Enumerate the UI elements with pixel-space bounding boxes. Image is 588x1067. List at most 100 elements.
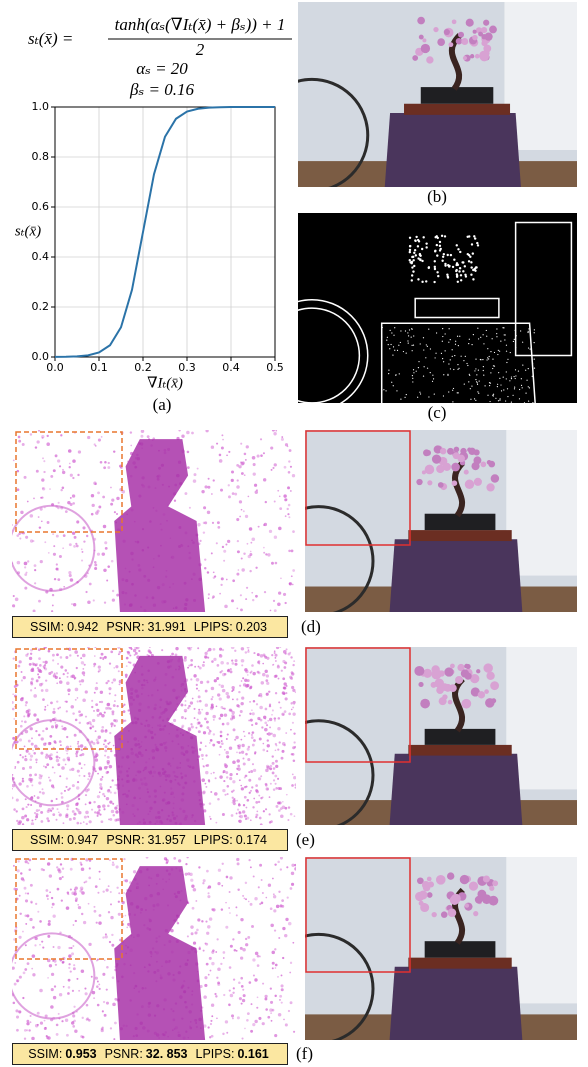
point bbox=[75, 899, 78, 902]
edge-dot bbox=[437, 275, 439, 277]
point bbox=[52, 711, 55, 714]
point bbox=[227, 733, 229, 735]
point bbox=[114, 1022, 117, 1025]
edge-dot bbox=[528, 401, 529, 402]
point bbox=[250, 866, 252, 868]
metric-label: PSNR: bbox=[105, 1047, 143, 1061]
point bbox=[211, 962, 214, 965]
point bbox=[222, 649, 224, 651]
point bbox=[104, 602, 106, 604]
image bbox=[9, 645, 297, 826]
point bbox=[265, 808, 267, 810]
point bbox=[14, 983, 17, 986]
edge-dot bbox=[450, 254, 452, 256]
metric-label: SSIM: bbox=[28, 1047, 62, 1061]
point bbox=[106, 1002, 109, 1005]
point bbox=[221, 577, 224, 580]
point bbox=[24, 815, 27, 818]
point bbox=[81, 913, 83, 915]
point bbox=[239, 779, 241, 781]
point bbox=[260, 695, 262, 697]
point bbox=[178, 429, 180, 431]
point bbox=[293, 741, 295, 743]
point bbox=[70, 675, 73, 678]
point bbox=[116, 513, 118, 515]
y-axis-label: sₜ(x̄) bbox=[15, 223, 41, 239]
y-tick-label: 0.2 bbox=[32, 300, 50, 313]
edge-dot bbox=[443, 253, 445, 255]
edge-dot bbox=[449, 328, 450, 329]
point bbox=[249, 713, 251, 715]
point bbox=[114, 792, 117, 795]
x-tick-label: 0.1 bbox=[90, 361, 108, 374]
point bbox=[222, 723, 225, 726]
point bbox=[281, 899, 284, 902]
point bbox=[207, 486, 210, 489]
point bbox=[30, 884, 33, 887]
point bbox=[294, 864, 296, 866]
point bbox=[28, 740, 31, 743]
point bbox=[85, 690, 88, 693]
point bbox=[232, 938, 234, 940]
point bbox=[245, 515, 248, 518]
point bbox=[215, 995, 217, 997]
point bbox=[202, 791, 205, 794]
point bbox=[282, 750, 285, 753]
edge-dot bbox=[505, 400, 506, 401]
point bbox=[200, 742, 202, 744]
point bbox=[15, 597, 19, 601]
point bbox=[231, 470, 234, 473]
point bbox=[225, 902, 227, 904]
blossom bbox=[417, 17, 425, 25]
point bbox=[44, 541, 46, 543]
edge-dot bbox=[433, 378, 434, 379]
point bbox=[250, 686, 253, 689]
point bbox=[254, 1020, 257, 1023]
point bbox=[278, 937, 280, 939]
point bbox=[221, 447, 224, 450]
point bbox=[202, 664, 205, 667]
point bbox=[211, 1004, 214, 1007]
point bbox=[246, 799, 249, 802]
edge-dot bbox=[493, 395, 494, 396]
point bbox=[292, 530, 295, 533]
point bbox=[274, 652, 276, 654]
edge-dot bbox=[464, 265, 466, 267]
point bbox=[258, 801, 260, 803]
point bbox=[185, 717, 187, 719]
point bbox=[99, 791, 101, 793]
metric-value: 0.174 bbox=[236, 833, 267, 847]
point bbox=[208, 478, 210, 480]
point bbox=[281, 905, 284, 908]
point bbox=[278, 809, 281, 812]
point bbox=[112, 803, 114, 805]
point bbox=[81, 767, 83, 769]
point bbox=[102, 552, 105, 555]
point bbox=[72, 1025, 75, 1028]
point bbox=[245, 882, 247, 884]
edge-dot bbox=[404, 397, 405, 398]
point bbox=[289, 583, 291, 585]
point bbox=[91, 809, 93, 811]
point bbox=[97, 981, 99, 983]
point bbox=[55, 724, 58, 727]
point bbox=[271, 951, 275, 955]
point bbox=[281, 984, 284, 987]
edge-dot bbox=[492, 368, 493, 369]
point bbox=[234, 663, 237, 666]
point bbox=[18, 665, 21, 668]
edge-dot bbox=[419, 254, 421, 256]
edge-dot bbox=[534, 368, 535, 369]
point bbox=[217, 982, 220, 985]
point bbox=[187, 466, 190, 469]
point bbox=[18, 782, 21, 785]
edge-dot bbox=[425, 242, 427, 244]
edge-dot bbox=[472, 252, 474, 254]
edge-dot bbox=[468, 343, 469, 344]
edge-dot bbox=[458, 345, 459, 346]
point bbox=[36, 440, 39, 443]
point bbox=[25, 923, 27, 925]
point bbox=[74, 890, 76, 892]
point bbox=[126, 927, 128, 929]
point bbox=[52, 605, 54, 607]
